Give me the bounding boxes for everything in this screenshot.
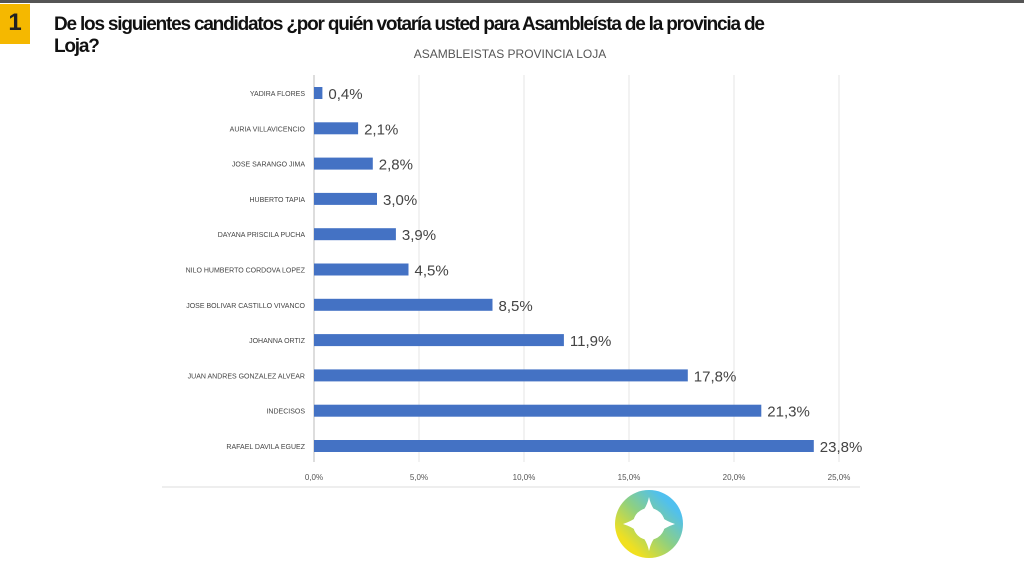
question-number: 1 (0, 4, 30, 44)
category-label: JUAN ANDRES GONZALEZ ALVEAR (188, 373, 305, 380)
data-label: 8,5% (499, 298, 533, 315)
chart-title: ASAMBLEISTAS PROVINCIA LOJA (413, 47, 607, 61)
data-label: 11,9% (570, 333, 611, 350)
category-label: YADIRA FLORES (250, 91, 305, 98)
data-label: 3,9% (402, 227, 436, 244)
data-label: 4,5% (415, 263, 449, 280)
top-bar (0, 0, 1024, 3)
bar (314, 157, 373, 170)
category-label: RAFAEL DAVILA EGUEZ (226, 444, 305, 451)
bar (314, 369, 688, 382)
bar (314, 334, 564, 347)
data-label: 17,8% (694, 368, 737, 385)
x-tick-label: 20,0% (723, 473, 746, 482)
category-label: NILO HUMBERTO CORDOVA LOPEZ (186, 268, 306, 275)
category-label: INDECISOS (266, 409, 305, 416)
data-label: 21,3% (767, 404, 810, 421)
x-tick-label: 0,0% (305, 473, 323, 482)
category-label: JOHANNA ORTIZ (249, 338, 306, 345)
data-label: 2,8% (379, 157, 413, 174)
bar (314, 404, 762, 417)
bar (314, 122, 359, 135)
bar (314, 298, 493, 311)
x-tick-label: 25,0% (828, 473, 851, 482)
category-label: DAYANA PRISCILA PUCHA (218, 232, 306, 239)
category-label: JOSE SARANGO JIMA (232, 162, 305, 169)
x-tick-label: 10,0% (513, 473, 536, 482)
x-tick-label: 5,0% (410, 473, 428, 482)
bar (314, 440, 814, 452)
category-label: HUBERTO TAPIA (250, 197, 306, 204)
bar (314, 87, 323, 99)
data-label: 3,0% (383, 192, 417, 209)
data-label: 23,8% (820, 439, 863, 456)
bar (314, 228, 396, 241)
bar (314, 192, 377, 205)
x-tick-label: 15,0% (618, 473, 641, 482)
data-label: 2,1% (364, 121, 398, 138)
data-label: 0,4% (328, 86, 362, 103)
bar (314, 263, 409, 276)
question-title: De los siguientes candidatos ¿por quién … (54, 14, 765, 57)
category-label: AURIA VILLAVICENCIO (230, 126, 306, 133)
category-label: JOSE BOLIVAR CASTILLO VIVANCO (186, 303, 305, 310)
